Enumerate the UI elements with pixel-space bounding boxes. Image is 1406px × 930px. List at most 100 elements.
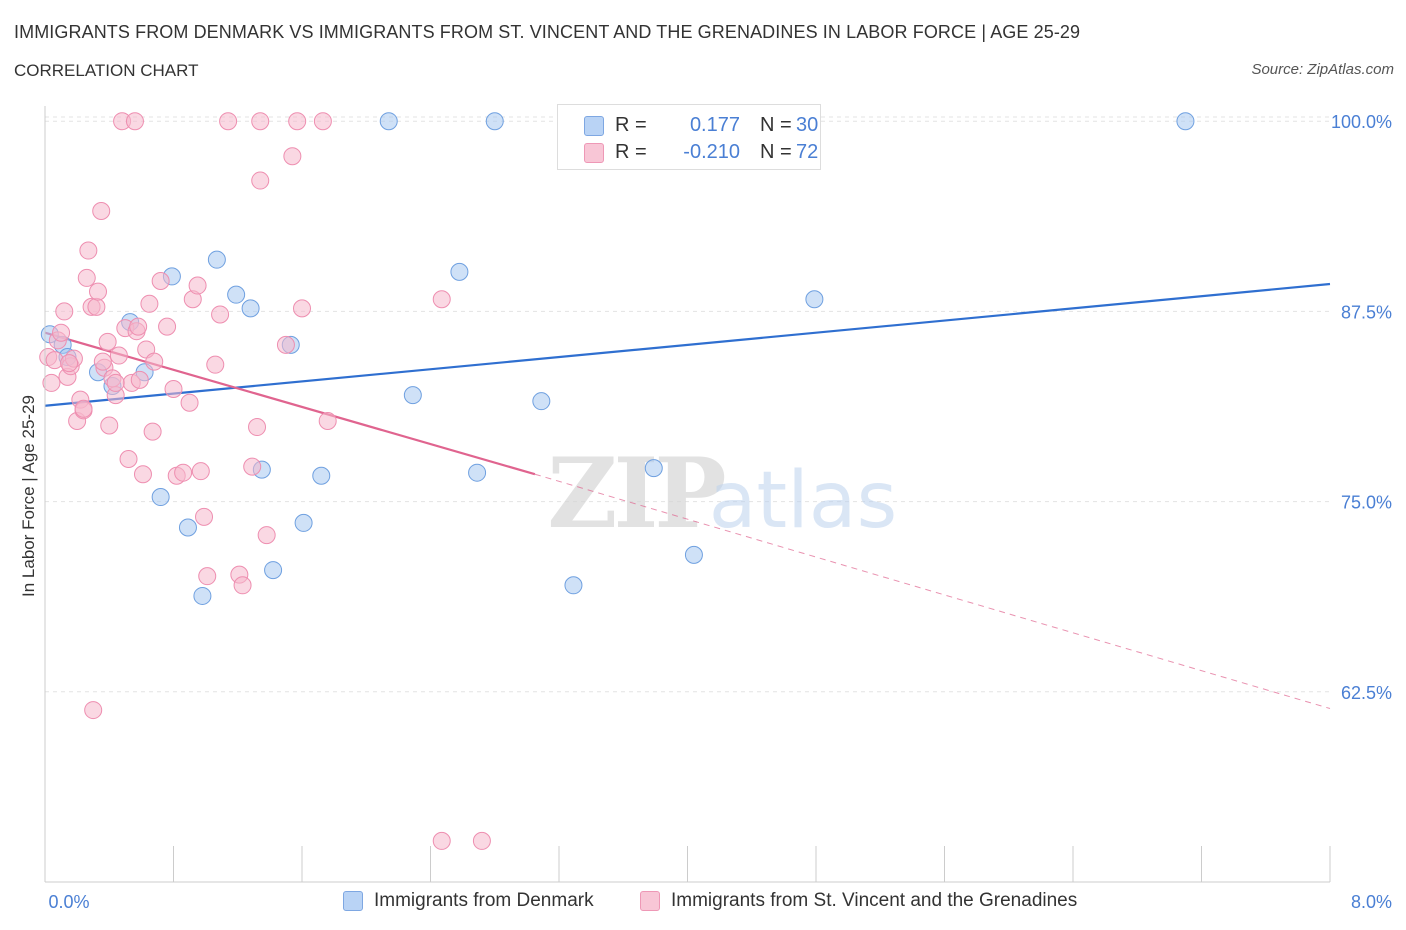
r-label: R = bbox=[615, 141, 647, 163]
watermark-atlas: atlas bbox=[709, 456, 898, 546]
point-denmark bbox=[151, 488, 170, 507]
point-stvincent bbox=[119, 450, 138, 469]
point-denmark bbox=[532, 392, 551, 411]
trendline-denmark bbox=[44, 282, 1331, 407]
point-stvincent bbox=[98, 332, 117, 351]
point-denmark bbox=[264, 561, 283, 580]
point-stvincent bbox=[42, 373, 61, 392]
point-denmark bbox=[193, 586, 212, 605]
point-denmark bbox=[241, 299, 260, 318]
point-stvincent bbox=[125, 112, 144, 131]
point-denmark bbox=[294, 513, 313, 532]
point-stvincent bbox=[472, 831, 491, 850]
point-stvincent bbox=[164, 380, 183, 399]
point-denmark bbox=[468, 463, 487, 482]
point-stvincent bbox=[130, 370, 149, 389]
point-stvincent bbox=[288, 112, 307, 131]
stats-legend: R = 0.177 N = 30 R = -0.210 N = 72 bbox=[557, 104, 821, 170]
point-stvincent bbox=[188, 276, 207, 295]
points-layer bbox=[39, 112, 1195, 850]
legend-label-stvincent: Immigrants from St. Vincent and the Gren… bbox=[671, 890, 1078, 911]
point-denmark bbox=[312, 466, 331, 485]
source-label: Source: ZipAtlas.com bbox=[1251, 61, 1394, 78]
point-stvincent bbox=[276, 335, 295, 354]
point-denmark bbox=[805, 290, 824, 309]
point-stvincent bbox=[191, 462, 210, 481]
point-stvincent bbox=[233, 576, 252, 595]
x-tick-label: 0.0% bbox=[48, 892, 89, 912]
point-denmark bbox=[227, 285, 246, 304]
point-stvincent bbox=[198, 567, 217, 586]
r-value: -0.210 bbox=[683, 141, 740, 163]
point-stvincent bbox=[133, 465, 152, 484]
point-stvincent bbox=[129, 317, 148, 336]
point-stvincent bbox=[318, 411, 337, 430]
legend-swatch-stvincent bbox=[584, 143, 604, 163]
point-stvincent bbox=[106, 373, 125, 392]
y-tick-label: 62.5% bbox=[1341, 683, 1392, 703]
r-value: 0.177 bbox=[689, 114, 740, 136]
point-stvincent bbox=[257, 526, 276, 545]
point-denmark bbox=[644, 459, 663, 478]
n-label: N = bbox=[760, 141, 792, 163]
n-value: 72 bbox=[796, 141, 819, 163]
point-stvincent bbox=[219, 112, 238, 131]
chart-subtitle: CORRELATION CHART bbox=[14, 61, 199, 80]
point-denmark bbox=[1176, 112, 1195, 131]
point-stvincent bbox=[77, 268, 96, 287]
point-stvincent bbox=[52, 323, 71, 342]
legend-swatch-stvincent bbox=[640, 891, 660, 911]
point-stvincent bbox=[89, 282, 108, 301]
grid-layer bbox=[45, 116, 1330, 693]
point-stvincent bbox=[432, 290, 451, 309]
point-stvincent bbox=[313, 112, 332, 131]
point-stvincent bbox=[55, 302, 74, 321]
point-stvincent bbox=[432, 831, 451, 850]
point-denmark bbox=[450, 262, 469, 281]
r-label: R = bbox=[615, 114, 647, 136]
legend-label-denmark: Immigrants from Denmark bbox=[374, 890, 594, 911]
point-stvincent bbox=[195, 507, 214, 526]
point-stvincent bbox=[140, 294, 159, 313]
y-tick-label: 75.0% bbox=[1341, 493, 1392, 513]
point-denmark bbox=[564, 576, 583, 595]
y-axis-label: In Labor Force | Age 25-29 bbox=[19, 395, 38, 597]
n-value: 30 bbox=[796, 114, 819, 136]
point-stvincent bbox=[109, 346, 128, 365]
point-stvincent bbox=[151, 271, 170, 290]
point-denmark bbox=[684, 545, 703, 564]
n-label: N = bbox=[760, 114, 792, 136]
point-stvincent bbox=[145, 352, 164, 371]
legend-swatch-denmark bbox=[584, 116, 604, 136]
chart-title: IMMIGRANTS FROM DENMARK VS IMMIGRANTS FR… bbox=[14, 22, 1081, 42]
legend-swatch-denmark bbox=[343, 891, 363, 911]
point-stvincent bbox=[174, 463, 193, 482]
y-tick-label: 87.5% bbox=[1341, 302, 1392, 322]
y-tick-label: 100.0% bbox=[1331, 112, 1392, 132]
watermark-zip: ZIP bbox=[547, 437, 724, 550]
point-stvincent bbox=[206, 355, 225, 374]
point-stvincent bbox=[93, 352, 112, 371]
point-stvincent bbox=[87, 297, 106, 316]
point-stvincent bbox=[180, 393, 199, 412]
point-stvincent bbox=[248, 418, 267, 437]
point-stvincent bbox=[60, 354, 79, 373]
point-stvincent bbox=[100, 416, 119, 435]
point-stvincent bbox=[211, 305, 230, 324]
point-stvincent bbox=[143, 422, 162, 441]
point-stvincent bbox=[79, 241, 98, 260]
point-stvincent bbox=[293, 299, 311, 318]
point-stvincent bbox=[84, 701, 103, 720]
point-denmark bbox=[403, 386, 422, 405]
x-tick-label: 8.0% bbox=[1351, 892, 1392, 912]
point-denmark bbox=[207, 250, 226, 269]
point-denmark bbox=[178, 518, 197, 537]
trendline-stvincent-extension bbox=[534, 473, 1331, 710]
axis-layer: 62.5% 75.0% 87.5% 100.0% 0.0% 8.0% bbox=[44, 106, 1392, 912]
watermark: ZIP atlas bbox=[547, 437, 897, 550]
point-stvincent bbox=[283, 147, 302, 166]
point-denmark bbox=[379, 112, 398, 131]
point-denmark bbox=[485, 112, 504, 131]
